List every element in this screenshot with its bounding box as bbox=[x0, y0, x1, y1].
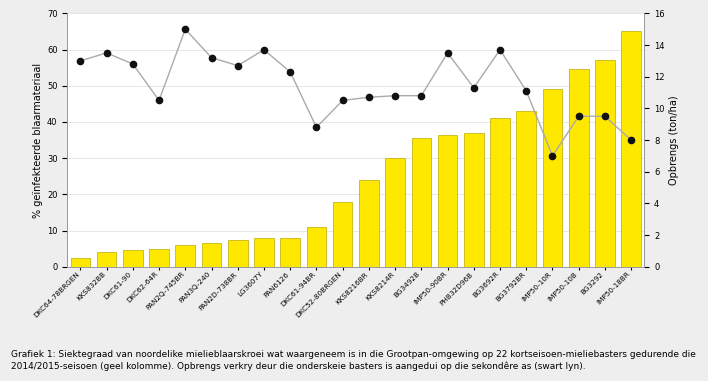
Bar bbox=[542, 89, 562, 267]
Bar bbox=[622, 32, 641, 267]
Bar bbox=[307, 227, 326, 267]
Bar bbox=[595, 61, 615, 267]
Y-axis label: % geïnfekteerde blaarmateriaal: % geïnfekteerde blaarmateriaal bbox=[33, 62, 42, 218]
Bar bbox=[385, 158, 405, 267]
Y-axis label: Opbrengs (ton/ha): Opbrengs (ton/ha) bbox=[669, 95, 679, 185]
Bar bbox=[464, 133, 484, 267]
Bar bbox=[359, 180, 379, 267]
Text: Grafiek 1: Siektegraad van noordelike mielieblaarskroei wat waargeneem is in die: Grafiek 1: Siektegraad van noordelike mi… bbox=[11, 350, 695, 371]
Bar bbox=[71, 258, 90, 267]
Bar bbox=[516, 111, 536, 267]
Bar bbox=[438, 134, 457, 267]
Bar bbox=[280, 238, 300, 267]
Bar bbox=[123, 250, 143, 267]
Bar bbox=[490, 118, 510, 267]
Bar bbox=[176, 245, 195, 267]
Bar bbox=[202, 243, 222, 267]
Bar bbox=[411, 138, 431, 267]
Bar bbox=[228, 240, 248, 267]
Bar bbox=[97, 252, 116, 267]
Bar bbox=[254, 238, 274, 267]
Bar bbox=[569, 69, 588, 267]
Bar bbox=[149, 248, 169, 267]
Bar bbox=[333, 202, 353, 267]
